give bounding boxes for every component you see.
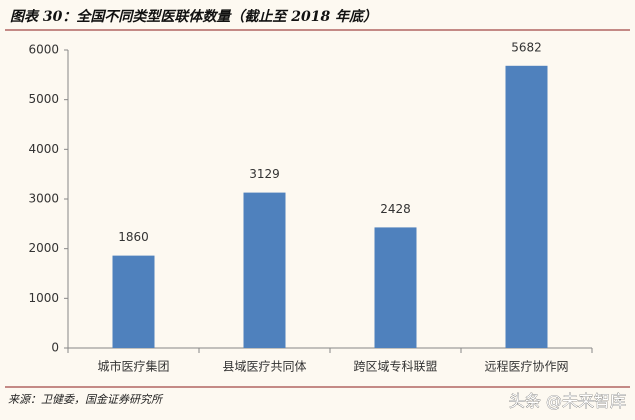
x-tick-label: 城市医疗集团 [97,359,169,374]
x-tick-label: 远程医疗协作网 [484,359,568,374]
chart-title: 图表 30：全国不同类型医联体数量（截止至 2018 年底） [10,8,377,25]
bar [374,227,417,348]
bar [112,255,155,348]
watermark: 头条 @未来智库 [509,392,626,411]
data-label: 5682 [511,40,542,54]
y-tick-label: 0 [51,341,59,355]
y-tick-label: 5000 [28,92,59,106]
bar [243,192,286,348]
y-tick-label: 6000 [28,43,59,57]
y-tick-label: 2000 [28,241,59,255]
data-label: 2428 [380,202,411,216]
x-tick-label: 县域医疗共同体 [222,360,306,374]
y-tick-label: 4000 [28,142,59,156]
x-tick-label: 跨区域专科联盟 [353,359,437,374]
y-tick-label: 1000 [28,291,59,305]
source-note: 来源：卫健委，国金证券研究所 [8,393,164,406]
data-label: 3129 [249,167,280,181]
bar [505,65,548,348]
data-label: 1860 [118,230,149,244]
y-tick-label: 3000 [28,192,59,206]
